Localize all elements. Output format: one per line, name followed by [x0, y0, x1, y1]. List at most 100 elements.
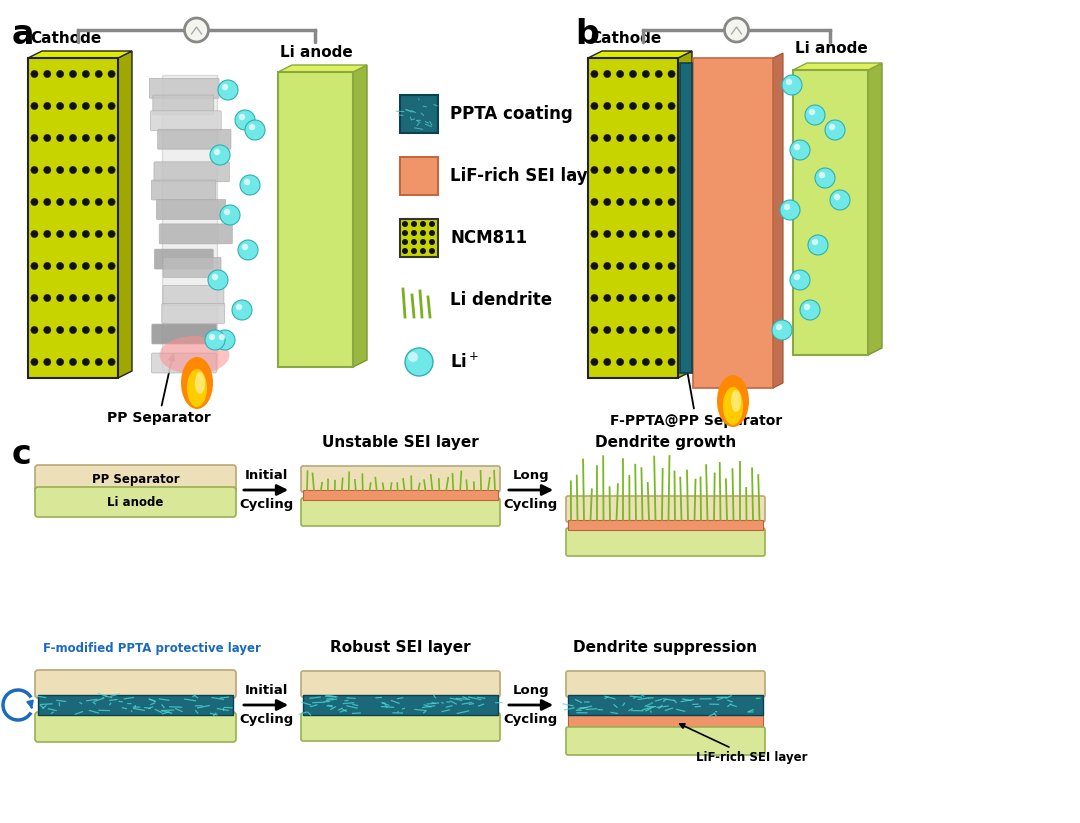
Circle shape [429, 221, 435, 227]
Text: Robust SEI layer: Robust SEI layer [330, 640, 471, 655]
Text: Li anode: Li anode [280, 45, 353, 60]
Circle shape [218, 80, 238, 100]
Circle shape [667, 134, 675, 142]
Circle shape [667, 295, 675, 301]
Circle shape [617, 198, 624, 206]
Circle shape [604, 166, 611, 174]
Circle shape [69, 71, 77, 77]
Circle shape [108, 71, 116, 77]
Circle shape [82, 71, 90, 77]
Bar [303, 695, 498, 715]
Circle shape [31, 198, 38, 206]
Polygon shape [588, 51, 692, 58]
Circle shape [667, 263, 675, 270]
Circle shape [617, 166, 624, 174]
Polygon shape [278, 65, 367, 72]
Circle shape [108, 166, 116, 174]
FancyBboxPatch shape [162, 304, 225, 323]
Polygon shape [868, 63, 882, 355]
Polygon shape [678, 51, 692, 378]
Circle shape [43, 71, 51, 77]
Circle shape [69, 134, 77, 142]
Bar [568, 715, 762, 729]
Circle shape [408, 352, 418, 362]
Circle shape [108, 230, 116, 238]
Bar [793, 70, 868, 355]
Ellipse shape [723, 387, 743, 425]
Text: Long: Long [513, 469, 550, 482]
Circle shape [69, 327, 77, 333]
Circle shape [604, 102, 611, 109]
Bar [400, 157, 438, 195]
Circle shape [69, 295, 77, 301]
Circle shape [402, 248, 408, 254]
Text: PP Separator: PP Separator [92, 472, 179, 486]
Circle shape [43, 230, 51, 238]
Circle shape [31, 295, 38, 301]
Circle shape [630, 263, 636, 270]
Circle shape [617, 102, 624, 109]
Text: Cycling: Cycling [239, 713, 293, 726]
Circle shape [95, 263, 103, 270]
Circle shape [831, 190, 850, 210]
Circle shape [56, 295, 64, 301]
Circle shape [420, 248, 426, 254]
FancyBboxPatch shape [301, 713, 500, 741]
Text: Dendrite growth: Dendrite growth [595, 435, 737, 450]
Circle shape [235, 304, 242, 310]
Text: Li$^+$: Li$^+$ [450, 352, 480, 372]
Bar [162, 75, 217, 370]
Text: Li dendrite: Li dendrite [450, 291, 552, 309]
FancyBboxPatch shape [566, 671, 765, 697]
Circle shape [43, 327, 51, 333]
Circle shape [656, 134, 662, 142]
Circle shape [656, 358, 662, 365]
Circle shape [643, 230, 649, 238]
Circle shape [604, 134, 611, 142]
Circle shape [95, 71, 103, 77]
Circle shape [591, 327, 598, 333]
Text: Li anode: Li anode [795, 41, 867, 56]
Circle shape [31, 166, 38, 174]
Circle shape [617, 134, 624, 142]
FancyBboxPatch shape [301, 498, 500, 526]
Circle shape [235, 110, 255, 130]
Ellipse shape [187, 369, 207, 407]
Bar [28, 58, 118, 378]
Circle shape [210, 145, 230, 165]
FancyBboxPatch shape [154, 249, 213, 269]
Bar [568, 695, 762, 715]
FancyBboxPatch shape [159, 224, 232, 244]
Text: b: b [575, 18, 599, 51]
Bar [400, 95, 438, 133]
Circle shape [604, 358, 611, 365]
Circle shape [429, 230, 435, 236]
Circle shape [95, 358, 103, 365]
Circle shape [667, 327, 675, 333]
Circle shape [604, 71, 611, 77]
Circle shape [643, 102, 649, 109]
Circle shape [232, 300, 252, 320]
Circle shape [69, 358, 77, 365]
Text: Li anode: Li anode [107, 495, 164, 509]
Ellipse shape [717, 375, 750, 427]
Circle shape [604, 198, 611, 206]
FancyBboxPatch shape [149, 78, 219, 98]
Circle shape [656, 71, 662, 77]
Circle shape [31, 71, 38, 77]
Circle shape [591, 166, 598, 174]
Circle shape [56, 166, 64, 174]
Circle shape [31, 230, 38, 238]
Circle shape [808, 235, 828, 255]
Circle shape [819, 172, 825, 179]
Circle shape [43, 358, 51, 365]
Bar [38, 695, 233, 715]
Circle shape [221, 84, 228, 91]
Circle shape [420, 221, 426, 227]
FancyBboxPatch shape [35, 487, 237, 517]
Circle shape [591, 295, 598, 301]
Circle shape [429, 239, 435, 245]
Text: Cathode: Cathode [590, 31, 661, 46]
Circle shape [772, 320, 792, 340]
FancyBboxPatch shape [152, 324, 217, 344]
